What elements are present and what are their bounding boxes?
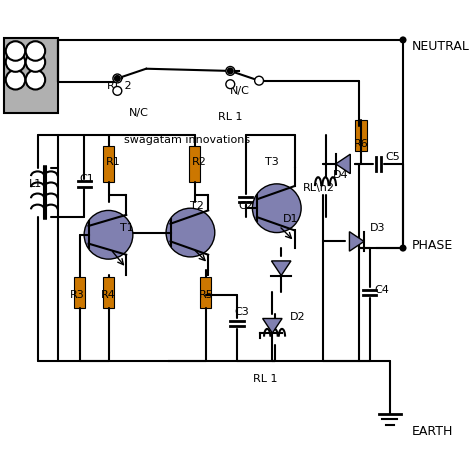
- Text: N/C: N/C: [230, 86, 250, 96]
- Text: RL\n2: RL\n2: [303, 183, 335, 193]
- Text: N/C: N/C: [128, 108, 148, 118]
- Circle shape: [166, 208, 215, 257]
- Text: NEUTRAL: NEUTRAL: [412, 40, 470, 53]
- Circle shape: [26, 52, 45, 72]
- Text: R1: R1: [106, 157, 120, 167]
- Text: C2: C2: [238, 201, 253, 211]
- Circle shape: [114, 75, 121, 82]
- Text: T1: T1: [119, 223, 133, 233]
- Circle shape: [400, 245, 407, 252]
- Circle shape: [253, 184, 301, 233]
- Polygon shape: [263, 319, 282, 333]
- Polygon shape: [336, 154, 350, 173]
- Circle shape: [84, 210, 133, 259]
- Text: L1: L1: [29, 179, 42, 189]
- Circle shape: [226, 66, 235, 75]
- Circle shape: [26, 41, 45, 61]
- Polygon shape: [272, 261, 291, 275]
- Text: swagatam innovations: swagatam innovations: [124, 135, 250, 145]
- Text: T3: T3: [265, 157, 279, 167]
- Text: C3: C3: [234, 307, 249, 317]
- Circle shape: [113, 86, 122, 95]
- FancyBboxPatch shape: [355, 119, 367, 151]
- Text: R5: R5: [199, 290, 213, 300]
- FancyBboxPatch shape: [103, 277, 114, 308]
- Text: C5: C5: [385, 152, 400, 162]
- FancyBboxPatch shape: [201, 277, 211, 308]
- Text: T2: T2: [191, 201, 204, 211]
- Polygon shape: [349, 232, 364, 251]
- Text: R6: R6: [354, 139, 368, 149]
- Text: D1: D1: [283, 214, 298, 224]
- Text: C4: C4: [374, 285, 389, 295]
- Text: RL 1: RL 1: [254, 374, 278, 384]
- FancyBboxPatch shape: [189, 146, 201, 182]
- Circle shape: [6, 41, 25, 61]
- Circle shape: [26, 70, 45, 90]
- Text: PHASE: PHASE: [412, 239, 453, 252]
- Text: D4: D4: [333, 170, 349, 180]
- Text: R3: R3: [70, 290, 85, 300]
- Text: RL 2: RL 2: [107, 82, 132, 91]
- Circle shape: [400, 36, 407, 44]
- Circle shape: [113, 74, 122, 83]
- Text: C1: C1: [79, 174, 94, 184]
- Circle shape: [255, 76, 264, 85]
- Text: EARTH: EARTH: [412, 425, 453, 438]
- Circle shape: [227, 67, 234, 74]
- Circle shape: [6, 70, 25, 90]
- Text: D3: D3: [370, 223, 385, 233]
- Circle shape: [6, 52, 25, 72]
- FancyBboxPatch shape: [4, 38, 57, 113]
- Text: R2: R2: [192, 157, 207, 167]
- Text: D2: D2: [290, 312, 306, 322]
- Text: R4: R4: [101, 290, 116, 300]
- Text: RL 1: RL 1: [218, 112, 243, 122]
- FancyBboxPatch shape: [74, 277, 85, 308]
- FancyBboxPatch shape: [103, 146, 114, 182]
- Circle shape: [226, 80, 235, 89]
